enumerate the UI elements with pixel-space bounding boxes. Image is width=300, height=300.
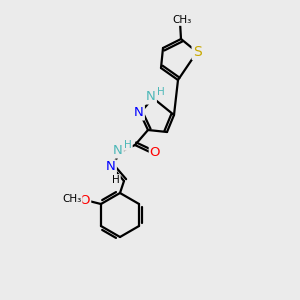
Text: CH₃: CH₃: [172, 15, 192, 25]
Text: O: O: [150, 146, 160, 160]
Text: H: H: [124, 140, 132, 150]
Text: N: N: [134, 106, 144, 119]
Text: S: S: [193, 45, 201, 59]
Text: CH₃: CH₃: [62, 194, 82, 204]
Text: O: O: [80, 194, 90, 206]
Text: N: N: [106, 160, 116, 173]
Text: H: H: [112, 175, 120, 185]
Text: H: H: [157, 87, 165, 97]
Text: N: N: [146, 91, 156, 103]
Text: N: N: [113, 145, 123, 158]
